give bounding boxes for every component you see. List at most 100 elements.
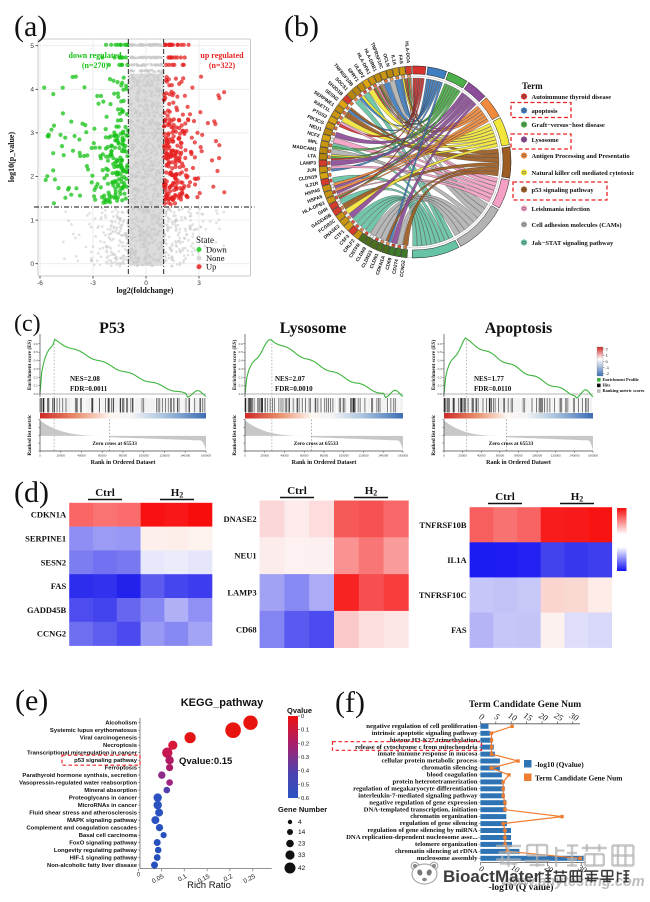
svg-text:23: 23 [298,841,306,848]
svg-text:TNFRSF10B: TNFRSF10B [419,520,467,530]
svg-text:SERPINE1: SERPINE1 [25,534,66,544]
svg-text:FAS: FAS [397,54,404,65]
svg-text:KEGG_pathway: KEGG_pathway [181,697,264,709]
svg-text:10: 10 [507,710,520,723]
svg-text:0.1: 0.1 [177,873,189,884]
svg-text:chromatin silencing at rDNA: chromatin silencing at rDNA [395,848,478,855]
svg-text:0.4: 0.4 [438,359,443,363]
svg-text:40000: 40000 [280,454,289,458]
svg-text:0.1: 0.1 [438,384,443,388]
svg-text:cellular protein metabolic pro: cellular protein metabolic process [381,758,477,765]
svg-text:HSPA5: HSPA5 [307,194,324,205]
svg-text:0: 0 [301,714,304,720]
svg-text:regulation of gene silencing b: regulation of gene silencing by miRNA [367,827,477,834]
svg-text:NEU1: NEU1 [234,551,256,561]
svg-text:CDKN1A: CDKN1A [31,510,67,520]
svg-text:CD68: CD68 [385,257,394,271]
svg-text:25: 25 [553,710,565,723]
svg-text:FAS: FAS [451,625,467,635]
svg-text:Viral carcinogenesis: Viral carcinogenesis [80,736,138,742]
svg-text:negative regulation of cell p: negative regulation of cell proliferatio… [366,723,477,730]
svg-text:140000: 140000 [180,454,190,458]
svg-text:CLDN1: CLDN1 [369,252,381,269]
svg-text:0.3: 0.3 [34,367,39,371]
svg-text:160000: 160000 [588,454,598,458]
svg-text:H2: H2 [171,487,184,500]
svg-text:0.3: 0.3 [301,755,309,761]
svg-text:Rank in Ordered Dataset: Rank in Ordered Dataset [292,460,357,466]
svg-text:20: 20 [543,863,554,875]
svg-text:0.6: 0.6 [34,342,39,346]
svg-text:Qvalue:0.15: Qvalue:0.15 [179,756,233,767]
svg-text:0: 0 [443,454,445,458]
svg-text:apoptosis: apoptosis [532,108,558,115]
svg-text:Term Candidate Gene Num: Term Candidate Gene Num [535,774,623,783]
svg-text:IL1A: IL1A [447,555,467,565]
svg-text:State: State [196,235,214,245]
svg-text:GHR: GHR [317,206,330,217]
svg-text:Transcriptional misregulation: Transcriptional misregulation in cancer [27,751,138,757]
svg-text:Jak−STAT signaling pathway: Jak−STAT signaling pathway [532,240,614,247]
svg-text:Vasopressin-regulated water re: Vasopressin-regulated water reabsorption [19,781,137,787]
svg-text:Ctrl: Ctrl [495,491,515,503]
svg-text:Enrichment score (ES): Enrichment score (ES) [231,340,238,391]
svg-text:Rich Ratio: Rich Ratio [187,880,231,891]
svg-text:0.0: 0.0 [438,392,443,396]
svg-text:1: 1 [606,353,609,358]
svg-text:H2: H2 [571,491,584,504]
svg-text:Basal cell carcinoma: Basal cell carcinoma [79,833,138,839]
svg-text:120000: 120000 [159,454,169,458]
svg-text:GADD45B: GADD45B [27,605,67,615]
svg-text:release of cytochrome c from m: release of cytochrome c from mitochondri… [355,744,478,751]
svg-text:NES=2.08: NES=2.08 [70,375,100,383]
svg-text:30: 30 [567,710,581,724]
svg-text:Alcoholism: Alcoholism [105,721,137,727]
svg-text:chromatin silencing: chromatin silencing [421,765,478,772]
svg-text:0.5: 0.5 [34,350,39,354]
svg-text:Leishmania infection: Leishmania infection [532,206,591,213]
svg-text:HIF-1 signaling pathway: HIF-1 signaling pathway [70,856,138,862]
svg-text:60000: 60000 [300,454,309,458]
svg-text:(a): (a) [14,10,47,43]
svg-text:up regulated: up regulated [200,51,244,60]
svg-text:Up: Up [206,262,216,272]
svg-text:HLA-DOA: HLA-DOA [403,41,411,64]
svg-text:0.5: 0.5 [239,350,244,354]
svg-text:0.2: 0.2 [223,873,235,884]
svg-text:MPL: MPL [307,138,318,146]
svg-text:FAS: FAS [51,581,67,591]
svg-text:0: 0 [478,864,486,874]
svg-text:80000: 80000 [119,454,128,458]
svg-text:log10(p_value): log10(p_value) [7,132,16,183]
svg-text:FDR=0.0011: FDR=0.0011 [70,385,108,393]
svg-text:Term: Term [522,81,543,91]
svg-text:(n=322): (n=322) [209,61,236,70]
svg-text:log2(foldchange): log2(foldchange) [117,286,174,295]
svg-text:IL1A: IL1A [389,54,397,66]
svg-text:0.4: 0.4 [239,359,244,363]
svg-text:Proteoglycans in cancer: Proteoglycans in cancer [69,796,138,802]
svg-text:NCF2: NCF2 [306,130,320,139]
svg-text:0: 0 [606,359,609,364]
svg-text:DNA-templated transcription, i: DNA-templated transcription, initiation [364,806,478,813]
svg-text:Systemic lupus erythomatosus: Systemic lupus erythomatosus [50,728,138,734]
svg-text:120000: 120000 [551,454,561,458]
svg-text:FDR=0.0010: FDR=0.0010 [275,385,313,393]
svg-text:0.2: 0.2 [438,375,443,379]
svg-text:Down: Down [206,244,228,254]
svg-text:DNASE2: DNASE2 [224,514,257,524]
svg-text:Fluid shear stress and atheros: Fluid shear stress and atherosclerosis [29,811,137,817]
svg-text:5: 5 [30,43,34,50]
svg-text:0.0: 0.0 [34,392,39,396]
svg-text:CCNG2: CCNG2 [399,260,407,278]
svg-text:Gene Number: Gene Number [278,805,327,814]
svg-text:Lysosome: Lysosome [532,137,559,144]
svg-text:0.5: 0.5 [438,350,443,354]
svg-text:0.6: 0.6 [301,796,309,802]
svg-text:HSPA6: HSPA6 [304,187,321,197]
svg-text:down regulated: down regulated [69,51,123,60]
svg-text:Enrichment Profile: Enrichment Profile [603,377,639,382]
svg-text:160000: 160000 [398,454,408,458]
svg-text:20000: 20000 [57,454,66,458]
svg-text:p53 signaling pathway: p53 signaling pathway [74,758,138,764]
